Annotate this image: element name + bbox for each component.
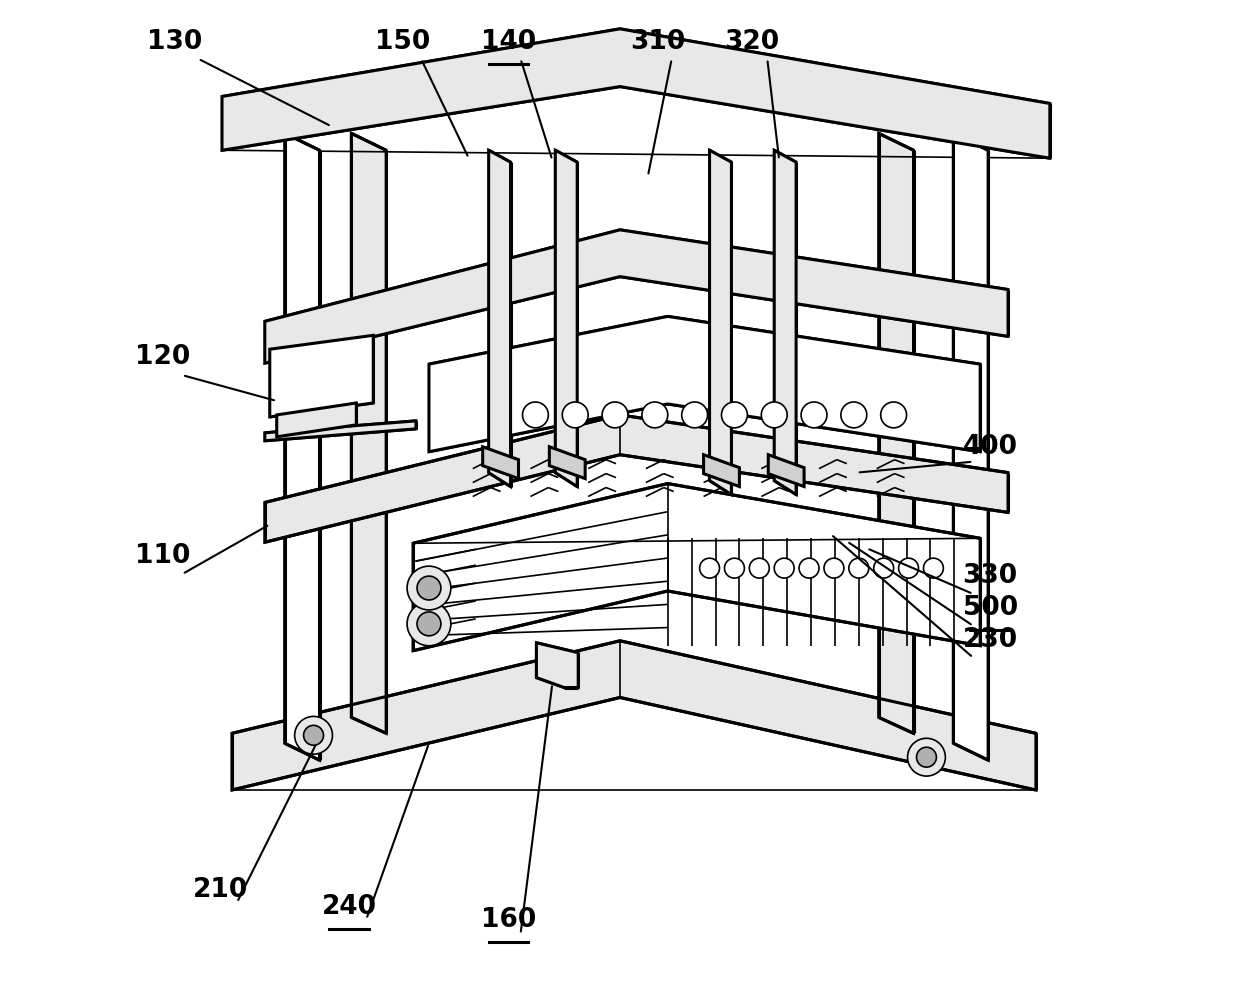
- Polygon shape: [709, 151, 732, 495]
- Polygon shape: [351, 134, 386, 734]
- Polygon shape: [482, 447, 518, 479]
- Text: 320: 320: [724, 29, 779, 55]
- Circle shape: [841, 403, 867, 428]
- Circle shape: [699, 559, 719, 579]
- Polygon shape: [429, 317, 980, 452]
- Text: 240: 240: [322, 894, 377, 919]
- Text: 110: 110: [135, 543, 190, 569]
- Circle shape: [916, 747, 936, 767]
- Text: 120: 120: [135, 344, 190, 370]
- Polygon shape: [413, 484, 980, 651]
- Text: 160: 160: [481, 907, 536, 932]
- Text: 140: 140: [481, 29, 536, 55]
- Polygon shape: [270, 336, 373, 417]
- Polygon shape: [879, 134, 914, 734]
- Polygon shape: [774, 151, 796, 495]
- Text: 210: 210: [192, 877, 248, 903]
- Circle shape: [295, 717, 332, 754]
- Text: 230: 230: [962, 626, 1018, 652]
- Circle shape: [522, 403, 548, 428]
- Circle shape: [407, 602, 451, 646]
- Circle shape: [849, 559, 869, 579]
- Polygon shape: [285, 134, 320, 760]
- Polygon shape: [222, 30, 1050, 159]
- Circle shape: [724, 559, 744, 579]
- Circle shape: [899, 559, 919, 579]
- Circle shape: [774, 559, 794, 579]
- Text: 310: 310: [630, 29, 686, 55]
- Circle shape: [749, 559, 769, 579]
- Circle shape: [682, 403, 708, 428]
- Polygon shape: [537, 643, 578, 688]
- Circle shape: [304, 726, 324, 746]
- Circle shape: [799, 559, 818, 579]
- Polygon shape: [232, 641, 1035, 790]
- Text: 400: 400: [962, 433, 1018, 459]
- Polygon shape: [769, 455, 804, 487]
- Polygon shape: [556, 151, 577, 487]
- Circle shape: [417, 577, 441, 600]
- Text: 500: 500: [962, 594, 1018, 620]
- Circle shape: [823, 559, 844, 579]
- Polygon shape: [549, 447, 585, 479]
- Circle shape: [761, 403, 787, 428]
- Polygon shape: [265, 231, 1008, 364]
- Circle shape: [407, 567, 451, 610]
- Text: 150: 150: [376, 29, 430, 55]
- Circle shape: [874, 559, 894, 579]
- Circle shape: [880, 403, 906, 428]
- Circle shape: [642, 403, 668, 428]
- Circle shape: [603, 403, 627, 428]
- Circle shape: [417, 612, 441, 636]
- Circle shape: [562, 403, 588, 428]
- Circle shape: [801, 403, 827, 428]
- Circle shape: [924, 559, 944, 579]
- Text: 130: 130: [146, 29, 202, 55]
- Circle shape: [908, 739, 945, 776]
- Circle shape: [722, 403, 748, 428]
- Text: 330: 330: [962, 563, 1018, 588]
- Polygon shape: [954, 134, 988, 760]
- Polygon shape: [703, 455, 739, 487]
- Polygon shape: [489, 151, 511, 487]
- Polygon shape: [265, 415, 1008, 543]
- Polygon shape: [277, 404, 356, 437]
- Polygon shape: [265, 421, 417, 441]
